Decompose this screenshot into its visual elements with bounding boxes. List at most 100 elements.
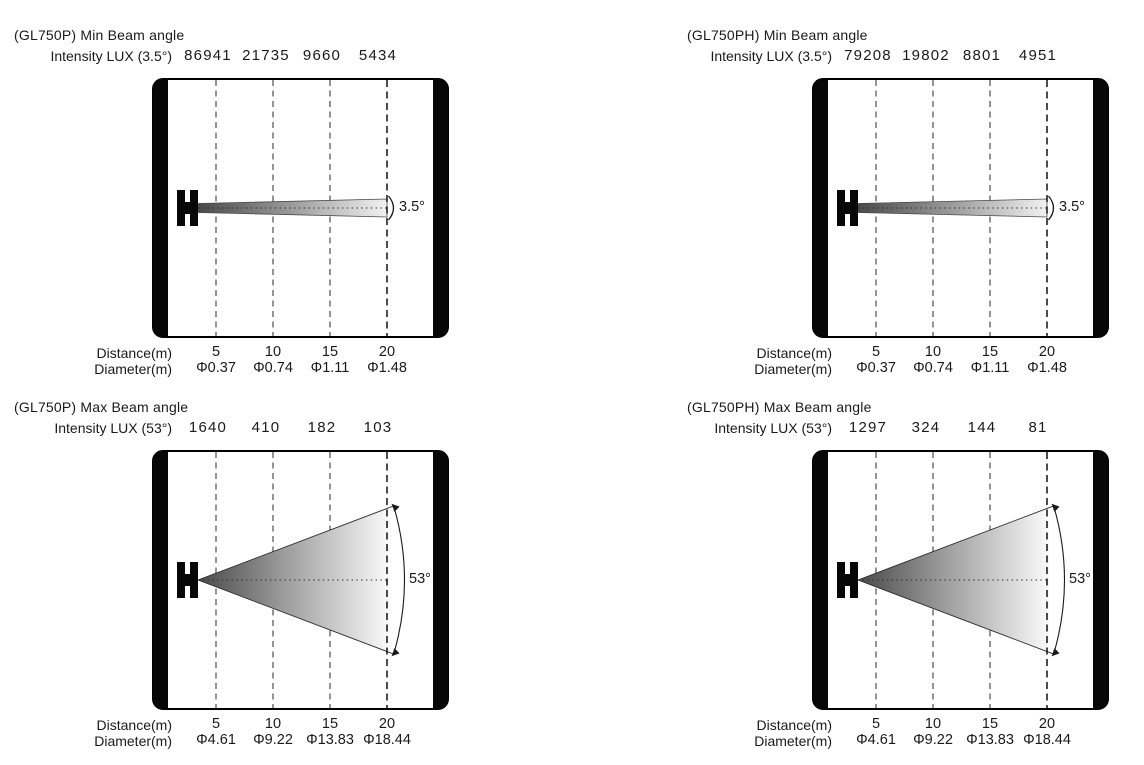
fixture-icon: [837, 190, 858, 226]
arc-arrow-top: [391, 503, 400, 512]
lux-value-10m: 324: [911, 419, 941, 436]
beam-angle-label: 53°: [409, 571, 431, 587]
lux-value-20m: 103: [363, 419, 393, 436]
distance-value-5m: 5: [871, 716, 881, 732]
right-wall-bar: [1093, 79, 1108, 337]
beam-edge-bottom: [857, 579, 1054, 655]
wall-bars: [813, 451, 1108, 709]
fixture-icon: [837, 562, 858, 598]
lux-value-20m: 81: [1028, 419, 1048, 436]
lux-value-5m: 1640: [188, 419, 228, 436]
beam-angle-label: 3.5°: [399, 199, 425, 215]
distance-value-5m: 5: [871, 344, 881, 360]
lux-value-5m: 86941: [184, 47, 232, 64]
diameter-value-15m: Φ13.83: [306, 732, 354, 748]
beam-panel: 53°: [152, 450, 449, 710]
quadrant-gl750ph-min: (GL750PH) Min Beam angle Intensity LUX (…: [572, 0, 1144, 382]
intensity-label: Intensity LUX (3.5°): [710, 48, 832, 64]
right-wall-bar: [433, 451, 448, 709]
distance-value-10m: 10: [264, 344, 282, 360]
lux-value-15m: 9660: [302, 47, 342, 64]
lux-value-15m: 144: [967, 419, 997, 436]
beam-cone: [198, 508, 389, 652]
quadrant-gl750p-max: (GL750P) Max Beam angle Intensity LUX (5…: [0, 372, 572, 754]
diameter-value-15m: Φ1.11: [970, 360, 1010, 376]
fixture-icon: [177, 562, 198, 598]
beam-cone: [858, 508, 1049, 652]
distance-value-15m: 15: [981, 716, 999, 732]
diameter-value-20m: Φ1.48: [1027, 360, 1067, 376]
intensity-label: Intensity LUX (53°): [714, 420, 832, 436]
distance-value-5m: 5: [211, 344, 221, 360]
diameter-value-5m: Φ0.37: [856, 360, 896, 376]
quadrant-gl750ph-max: (GL750PH) Max Beam angle Intensity LUX (…: [572, 372, 1144, 754]
diameter-row-label: Diameter(m): [94, 361, 172, 377]
quadrant-gl750p-min: (GL750P) Min Beam angle Intensity LUX (3…: [0, 0, 572, 382]
lux-value-10m: 19802: [902, 47, 950, 64]
left-wall-bar: [153, 79, 168, 337]
left-wall-bar: [813, 79, 828, 337]
beam-diagram-min: [812, 78, 1109, 338]
distance-value-20m: 20: [378, 716, 396, 732]
diameter-value-10m: Φ9.22: [913, 732, 953, 748]
distance-value-20m: 20: [1038, 716, 1056, 732]
lux-value-5m: 79208: [844, 47, 892, 64]
distance-row-label: Distance(m): [756, 717, 832, 733]
beam-diagram-min: [152, 78, 449, 338]
beam-angle-label: 3.5°: [1059, 199, 1085, 215]
angle-arc: [393, 506, 405, 654]
distance-value-10m: 10: [924, 716, 942, 732]
lux-value-15m: 182: [307, 419, 337, 436]
diameter-value-10m: Φ0.74: [913, 360, 953, 376]
diameter-row-label: Diameter(m): [94, 733, 172, 749]
beam-edge-bottom: [197, 579, 394, 655]
arc-arrow-bottom: [391, 648, 400, 657]
wall-bars: [813, 79, 1108, 337]
distance-value-15m: 15: [321, 716, 339, 732]
diameter-value-5m: Φ0.37: [196, 360, 236, 376]
distance-value-10m: 10: [264, 716, 282, 732]
beam-diagram-max: [152, 450, 449, 710]
distance-row-label: Distance(m): [96, 345, 172, 361]
diameter-row-label: Diameter(m): [754, 361, 832, 377]
lux-value-20m: 4951: [1018, 47, 1058, 64]
distance-row-label: Distance(m): [756, 345, 832, 361]
angle-arc: [1047, 195, 1055, 221]
right-wall-bar: [433, 79, 448, 337]
left-wall-bar: [153, 451, 168, 709]
angle-arc: [1053, 506, 1065, 654]
quadrant-title: (GL750PH) Max Beam angle: [687, 399, 872, 415]
distance-value-20m: 20: [1038, 344, 1056, 360]
beam-edge-top: [857, 505, 1054, 581]
diameter-value-5m: Φ4.61: [196, 732, 236, 748]
lux-value-5m: 1297: [848, 419, 888, 436]
distance-value-20m: 20: [378, 344, 396, 360]
lux-value-10m: 21735: [242, 47, 290, 64]
beam-panel: 3.5°: [812, 78, 1109, 338]
diameter-value-20m: Φ1.48: [367, 360, 407, 376]
wall-bars: [153, 79, 448, 337]
intensity-label: Intensity LUX (3.5°): [50, 48, 172, 64]
distance-row-label: Distance(m): [96, 717, 172, 733]
quadrant-title: (GL750P) Min Beam angle: [14, 27, 185, 43]
distance-value-15m: 15: [981, 344, 999, 360]
right-wall-bar: [1093, 451, 1108, 709]
diameter-value-20m: Φ18.44: [363, 732, 411, 748]
diameter-value-15m: Φ13.83: [966, 732, 1014, 748]
left-wall-bar: [813, 451, 828, 709]
wall-bars: [153, 451, 448, 709]
beam-panel: 3.5°: [152, 78, 449, 338]
distance-value-15m: 15: [321, 344, 339, 360]
beam-edge-top: [197, 505, 394, 581]
quadrant-title: (GL750PH) Min Beam angle: [687, 27, 868, 43]
lux-value-20m: 5434: [358, 47, 398, 64]
lux-value-15m: 8801: [962, 47, 1002, 64]
beam-panel: 53°: [812, 450, 1109, 710]
fixture-icon: [177, 190, 198, 226]
arc-arrow-bottom: [1051, 648, 1060, 657]
distance-value-10m: 10: [924, 344, 942, 360]
angle-arc: [387, 195, 395, 221]
diameter-value-20m: Φ18.44: [1023, 732, 1071, 748]
arc-arrow-top: [1051, 503, 1060, 512]
